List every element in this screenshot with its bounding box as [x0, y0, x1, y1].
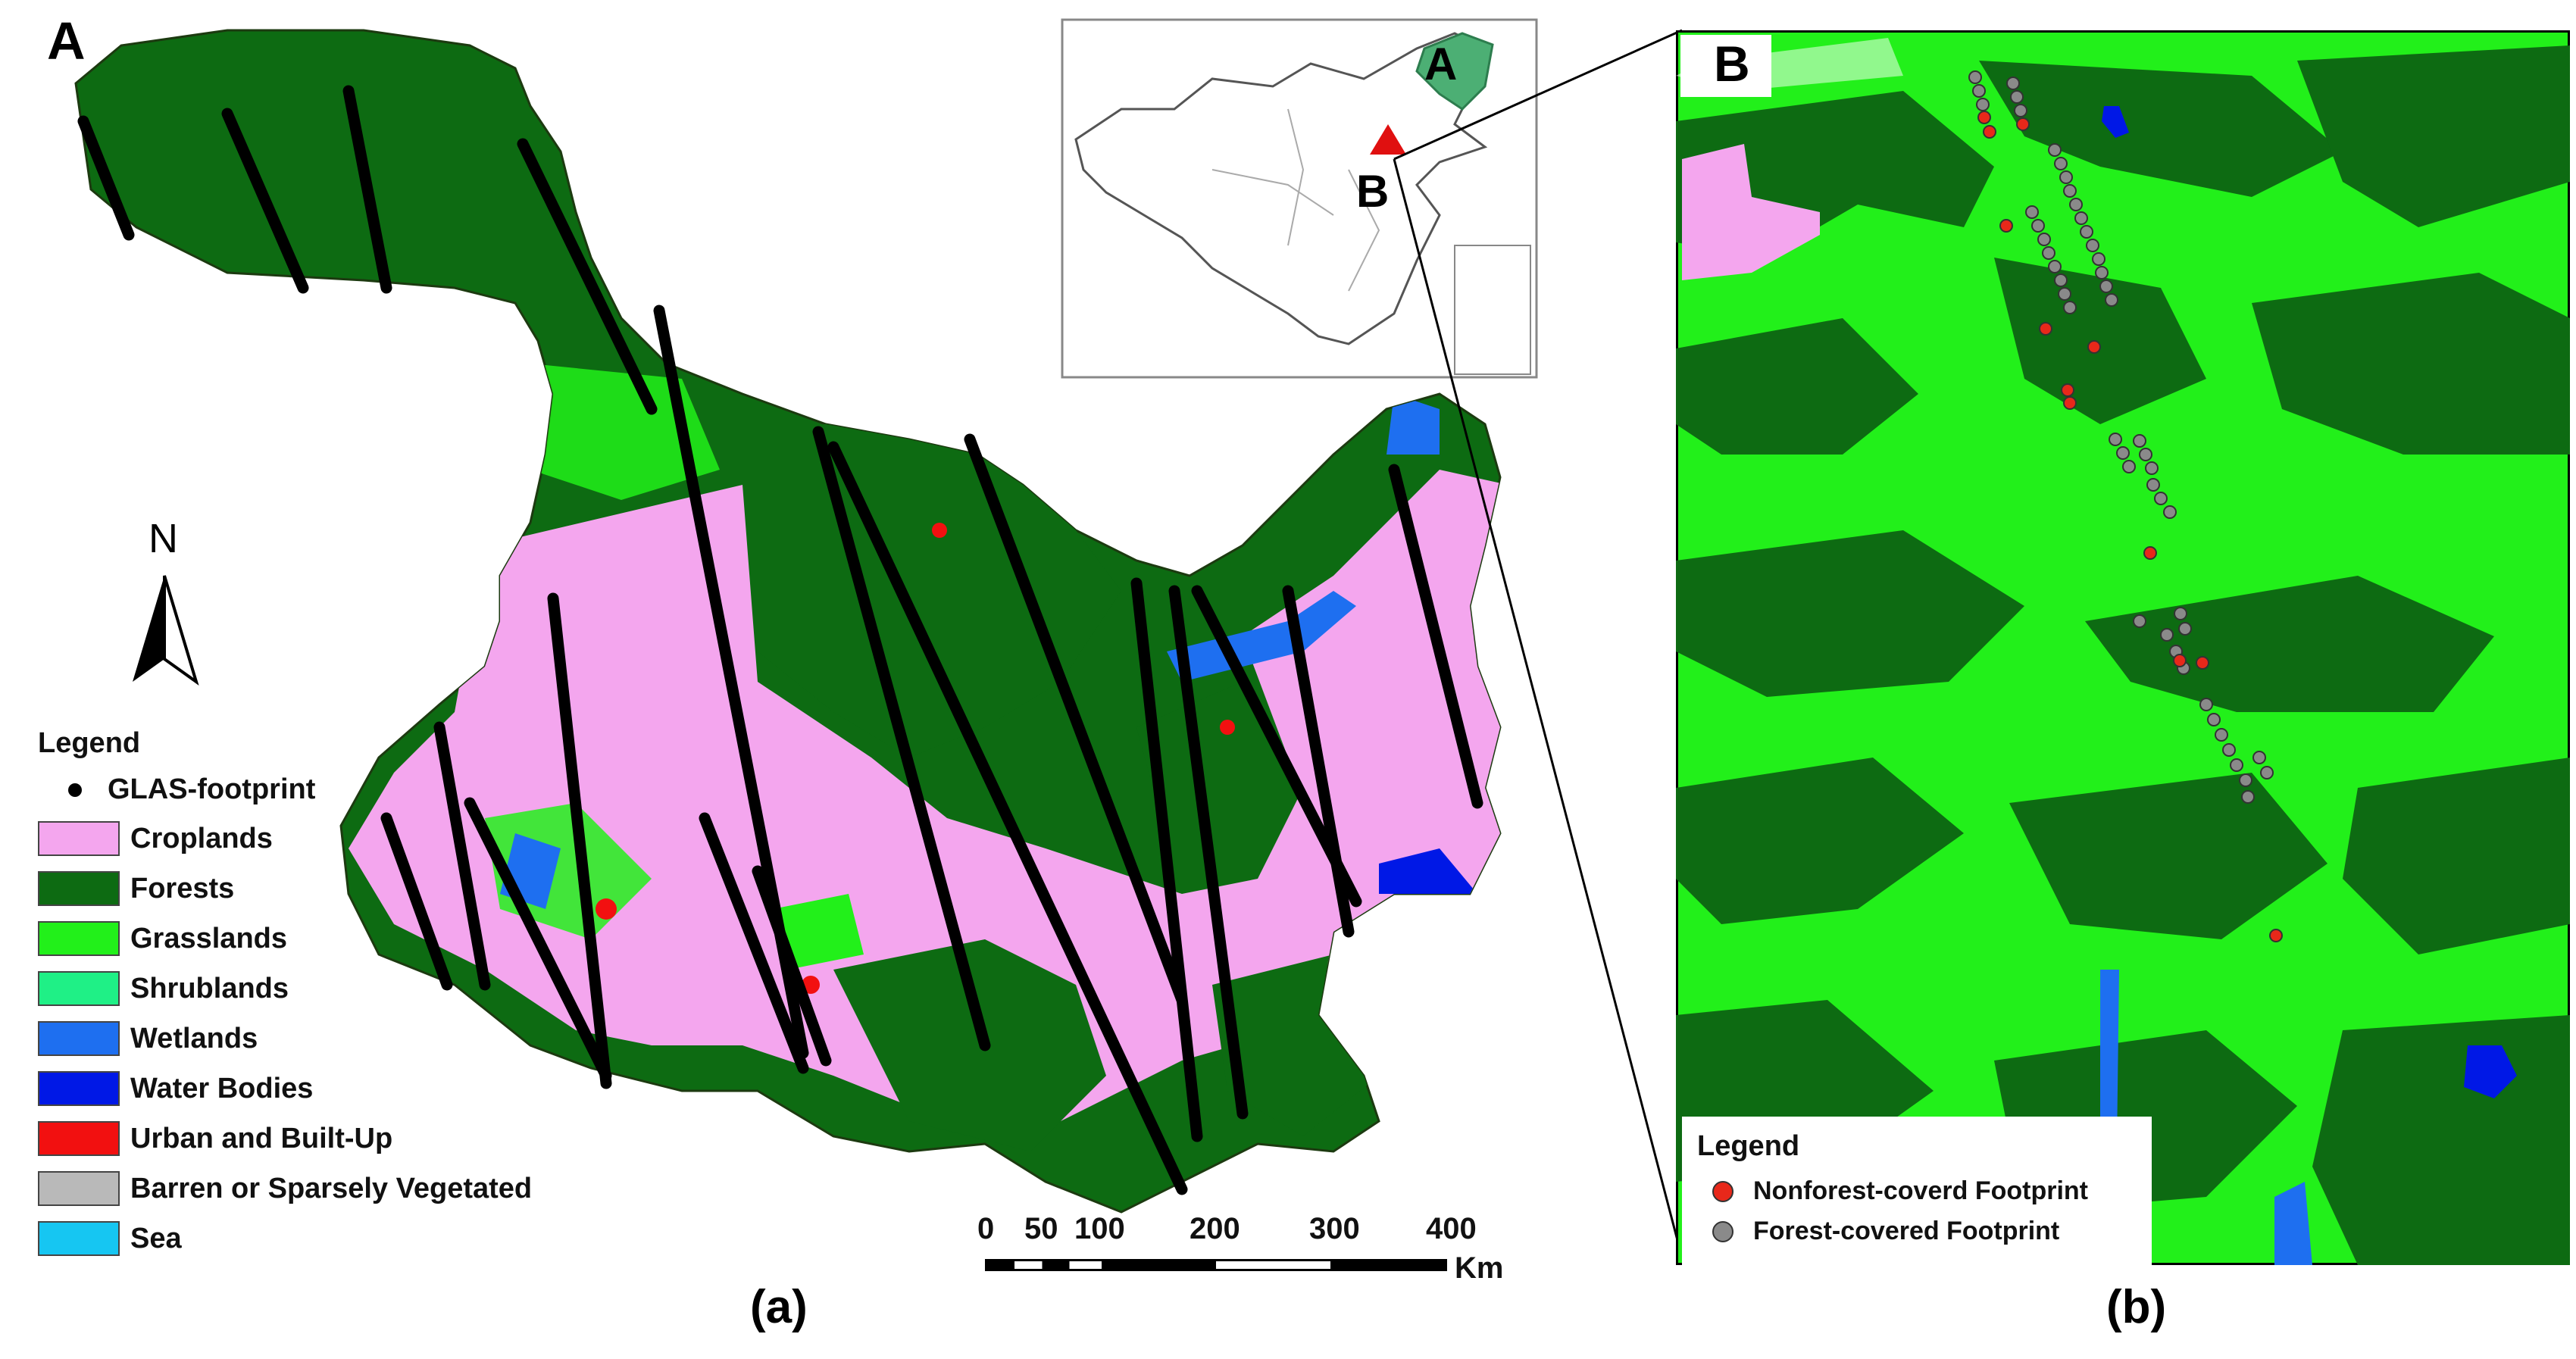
legend-a-title: Legend [38, 727, 141, 759]
legend-class-row: Sea [38, 1221, 614, 1256]
scale-unit: Km [1455, 1251, 1504, 1285]
nonforest-footprints [1977, 111, 2283, 942]
panel-a-letter: A [47, 11, 86, 70]
legend-class-row: Barren or Sparsely Vegetated [38, 1171, 614, 1206]
inset-label-a: A [1424, 39, 1458, 89]
nonforest-label: Nonforest-coverd Footprint [1753, 1176, 2088, 1205]
legend-class-row: Forests [38, 871, 614, 906]
legend-class-row: Wetlands [38, 1021, 614, 1056]
inset-label-b: B [1356, 166, 1390, 217]
scale-tick-400: 400 [1426, 1212, 1477, 1245]
legend-class-row: Shrublands [38, 971, 614, 1006]
china-inset[interactable] [1061, 18, 1538, 379]
cropland-patch [1682, 144, 1820, 280]
legend-footprint-row: GLAS-footprint [68, 773, 614, 806]
footprint-label: GLAS-footprint [108, 773, 316, 805]
legend-swatch [38, 1071, 120, 1106]
glas-footprint-tracks [77, 85, 1483, 1195]
lake-southeast [2464, 1045, 2517, 1098]
legend-class-row: Water Bodies [38, 1071, 614, 1106]
forest-covered-footprints [1968, 70, 2274, 804]
legend-b-title: Legend [1697, 1130, 1800, 1162]
legend-class-label: Wetlands [130, 1022, 258, 1054]
legend-swatch [38, 871, 120, 906]
scale-tick-50: 50 [1024, 1212, 1058, 1245]
caption-a: (a) [750, 1281, 808, 1333]
scale-tick-0: 0 [977, 1212, 995, 1245]
legend-swatch [38, 921, 120, 956]
legend-b-item-forest: Forest-covered Footprint [1712, 1217, 2137, 1246]
legend-a: Legend GLAS-footprint Croplands Forests Gr… [38, 727, 614, 1256]
site-b-marker-icon [1370, 124, 1406, 155]
legend-b-item-nonforest: Nonforest-coverd Footprint [1712, 1176, 2137, 1206]
small-lake [2102, 106, 2129, 138]
footprint-dot-icon [68, 783, 82, 797]
legend-swatch [38, 1221, 120, 1256]
legend-class-label: Urban and Built-Up [130, 1122, 393, 1154]
north-arrow-icon [133, 575, 199, 686]
legend-swatch [38, 1121, 120, 1156]
legend-swatch [38, 1021, 120, 1056]
legend-class-label: Grasslands [130, 922, 287, 954]
legend-swatch [38, 1171, 120, 1206]
legend-swatch [38, 821, 120, 856]
legend-class-label: Sea [130, 1222, 182, 1254]
legend-class-label: Water Bodies [130, 1072, 314, 1104]
legend-class-row: Urban and Built-Up [38, 1121, 614, 1156]
scalebar: 0 50 100 200 300 400 Km [977, 1212, 1523, 1288]
legend-class-label: Forests [130, 872, 235, 904]
legend-swatch [38, 971, 120, 1006]
forest-label: Forest-covered Footprint [1753, 1217, 2060, 1245]
scale-tick-100: 100 [1074, 1212, 1125, 1245]
legend-class-label: Shrublands [130, 972, 289, 1004]
legend-class-row: Croplands [38, 821, 614, 856]
forest-dot-icon [1712, 1220, 1733, 1242]
legend-class-row: Grasslands [38, 921, 614, 956]
legend-class-label: Barren or Sparsely Vegetated [130, 1172, 533, 1204]
china-outline [1074, 32, 1488, 345]
caption-b: (b) [2106, 1281, 2167, 1333]
north-label: N [148, 516, 178, 561]
scale-tick-300: 300 [1309, 1212, 1360, 1245]
panel-a-map[interactable] [0, 0, 1530, 1288]
panel-b-letter-box [1680, 35, 1771, 97]
panel-b-map[interactable] [1676, 30, 2570, 1265]
panel-b-letter: B [1714, 36, 1750, 92]
scalebar-bar [985, 1259, 1447, 1271]
scale-tick-200: 200 [1190, 1212, 1240, 1245]
heilongjiang-highlight [1415, 32, 1494, 111]
legend-b: Legend Nonforest-coverd Footprint Forest… [1682, 1117, 2152, 1265]
legend-class-label: Croplands [130, 822, 273, 854]
legend-a-classes: Croplands Forests Grasslands Shrublands Wetl… [38, 821, 614, 1256]
nonforest-dot-icon [1712, 1180, 1733, 1202]
